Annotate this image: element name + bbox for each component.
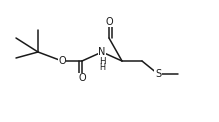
Text: H: H (99, 63, 105, 72)
Text: O: O (58, 56, 66, 66)
Text: S: S (155, 69, 161, 79)
Text: N: N (98, 47, 106, 57)
Text: H: H (99, 57, 105, 66)
Text: O: O (78, 73, 86, 83)
Text: O: O (105, 17, 113, 27)
